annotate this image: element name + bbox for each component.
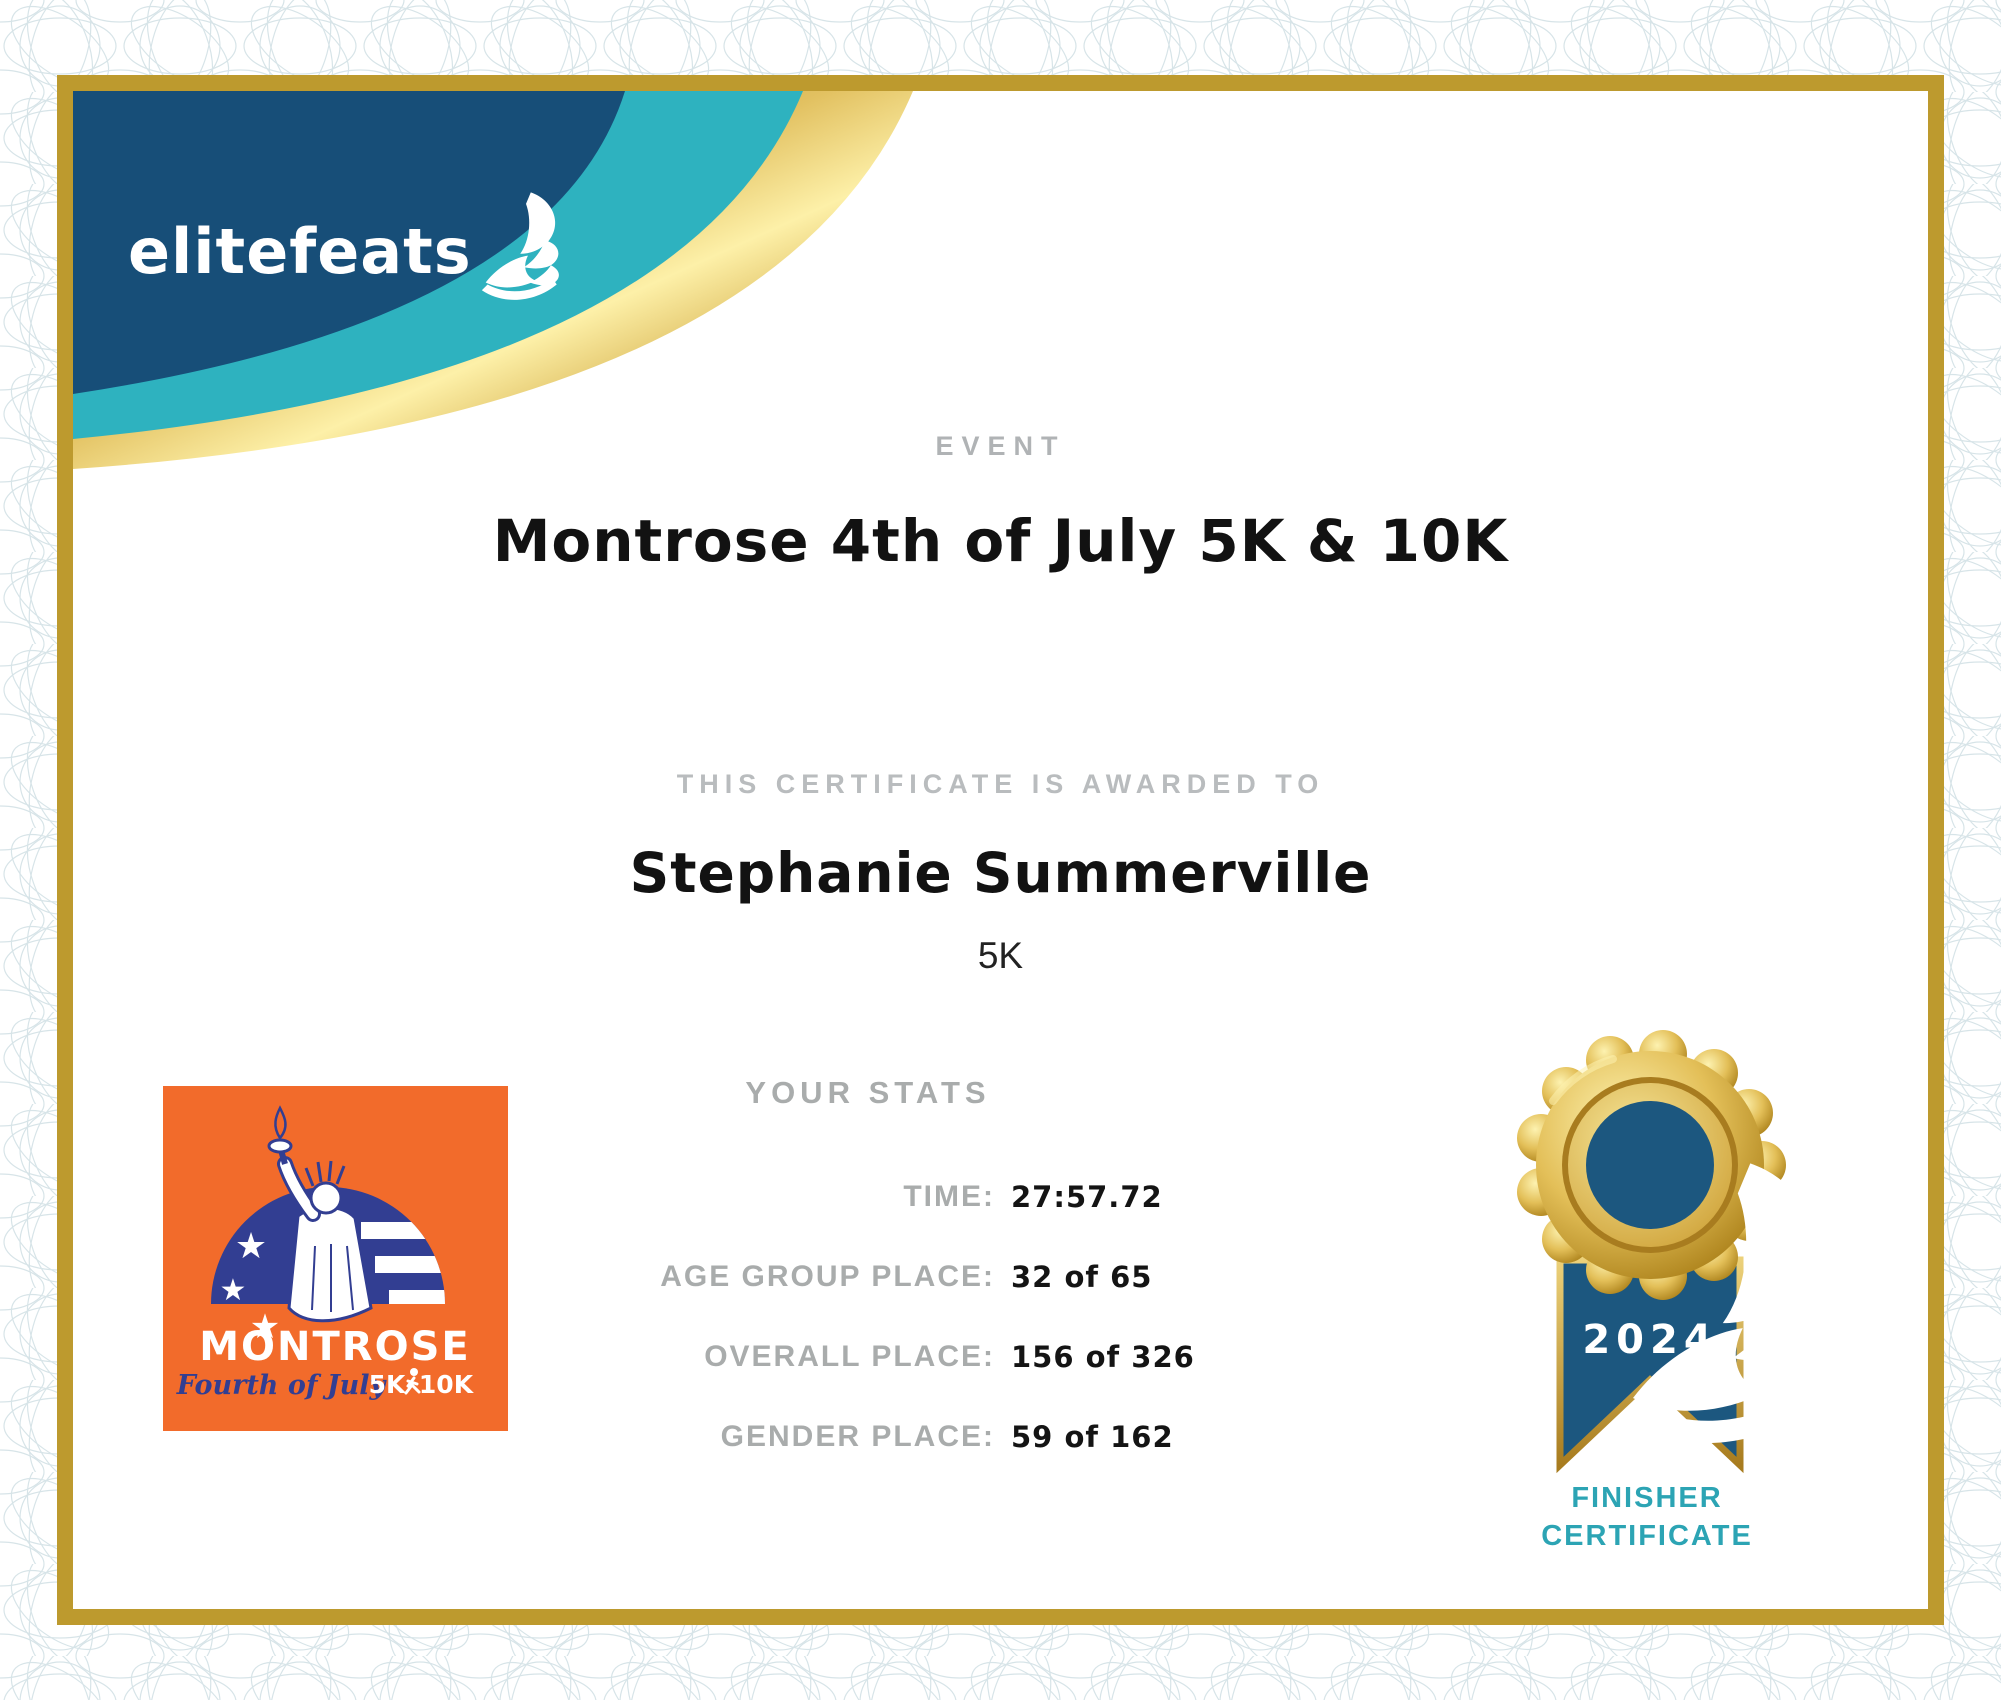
montrose-distance-left: 5K	[369, 1370, 407, 1399]
statue-of-liberty-icon: ★ ★ ★	[211, 1105, 445, 1347]
winged-foot-icon	[481, 192, 559, 300]
stat-value: 59 of 162	[1011, 1420, 1174, 1454]
event-label: EVENT	[935, 431, 1066, 461]
stat-row-time: TIME: 27:57.72	[373, 1170, 1195, 1224]
finisher-caption-line1: FINISHER	[1571, 1482, 1723, 1514]
stat-label: TIME:	[903, 1180, 995, 1213]
award-intro: THIS CERTIFICATE IS AWARDED TO	[676, 769, 1325, 799]
stat-value: 156 of 326	[1011, 1340, 1195, 1374]
brand-logo: elitefeats	[128, 183, 574, 313]
montrose-distance-right: 10K	[419, 1370, 475, 1399]
finisher-medal: 2024	[1517, 1030, 1813, 1474]
montrose-event-logo: ★ ★ ★ MONTROSE Fourth of July 5K 10K	[163, 1086, 508, 1431]
stats-block: TIME: 27:57.72 AGE GROUP PLACE: 32 of 65…	[373, 1170, 1195, 1490]
stat-value: 27:57.72	[1011, 1180, 1163, 1214]
stat-value: 32 of 65	[1011, 1260, 1153, 1294]
stats-heading: YOUR STATS	[745, 1075, 991, 1110]
svg-text:★: ★	[250, 1307, 280, 1347]
stat-label: OVERALL PLACE:	[704, 1340, 995, 1373]
medal-rosette	[1517, 1030, 1813, 1444]
gold-frame: elitefeats EVENT Montrose 4th of July 5K…	[57, 0, 2001, 1700]
stat-label: AGE GROUP PLACE:	[660, 1260, 995, 1293]
division-label: 5K	[977, 935, 1024, 976]
finisher-caption-line2: CERTIFICATE	[1541, 1520, 1753, 1552]
stat-row-gender-place: GENDER PLACE: 59 of 162	[373, 1410, 1195, 1464]
stat-row-age-group-place: AGE GROUP PLACE: 32 of 65	[373, 1250, 1195, 1304]
event-title: Montrose 4th of July 5K & 10K	[492, 507, 1509, 575]
svg-text:★: ★	[220, 1273, 247, 1308]
stat-label: GENDER PLACE:	[720, 1420, 995, 1453]
finisher-caption: FINISHER CERTIFICATE	[1477, 1479, 1817, 1555]
svg-text:★: ★	[235, 1226, 267, 1267]
brand-logo-text: elitefeats	[128, 215, 472, 288]
recipient-name: Stephanie Summerville	[629, 841, 1372, 905]
montrose-subtitle: Fourth of July	[176, 1370, 388, 1401]
stat-row-overall-place: OVERALL PLACE: 156 of 326	[373, 1330, 1195, 1384]
runner-icon	[404, 1368, 421, 1395]
montrose-title: MONTROSE	[199, 1324, 471, 1370]
